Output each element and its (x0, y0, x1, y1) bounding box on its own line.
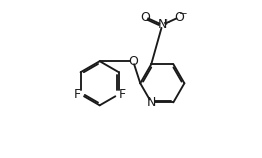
Text: F: F (74, 88, 81, 101)
Text: N: N (147, 96, 156, 109)
Text: F: F (118, 88, 125, 101)
Text: O: O (140, 11, 150, 24)
Text: N: N (158, 18, 167, 31)
Text: +: + (162, 18, 170, 27)
Text: O: O (174, 11, 184, 24)
Text: −: − (179, 9, 188, 19)
Text: O: O (128, 55, 138, 68)
